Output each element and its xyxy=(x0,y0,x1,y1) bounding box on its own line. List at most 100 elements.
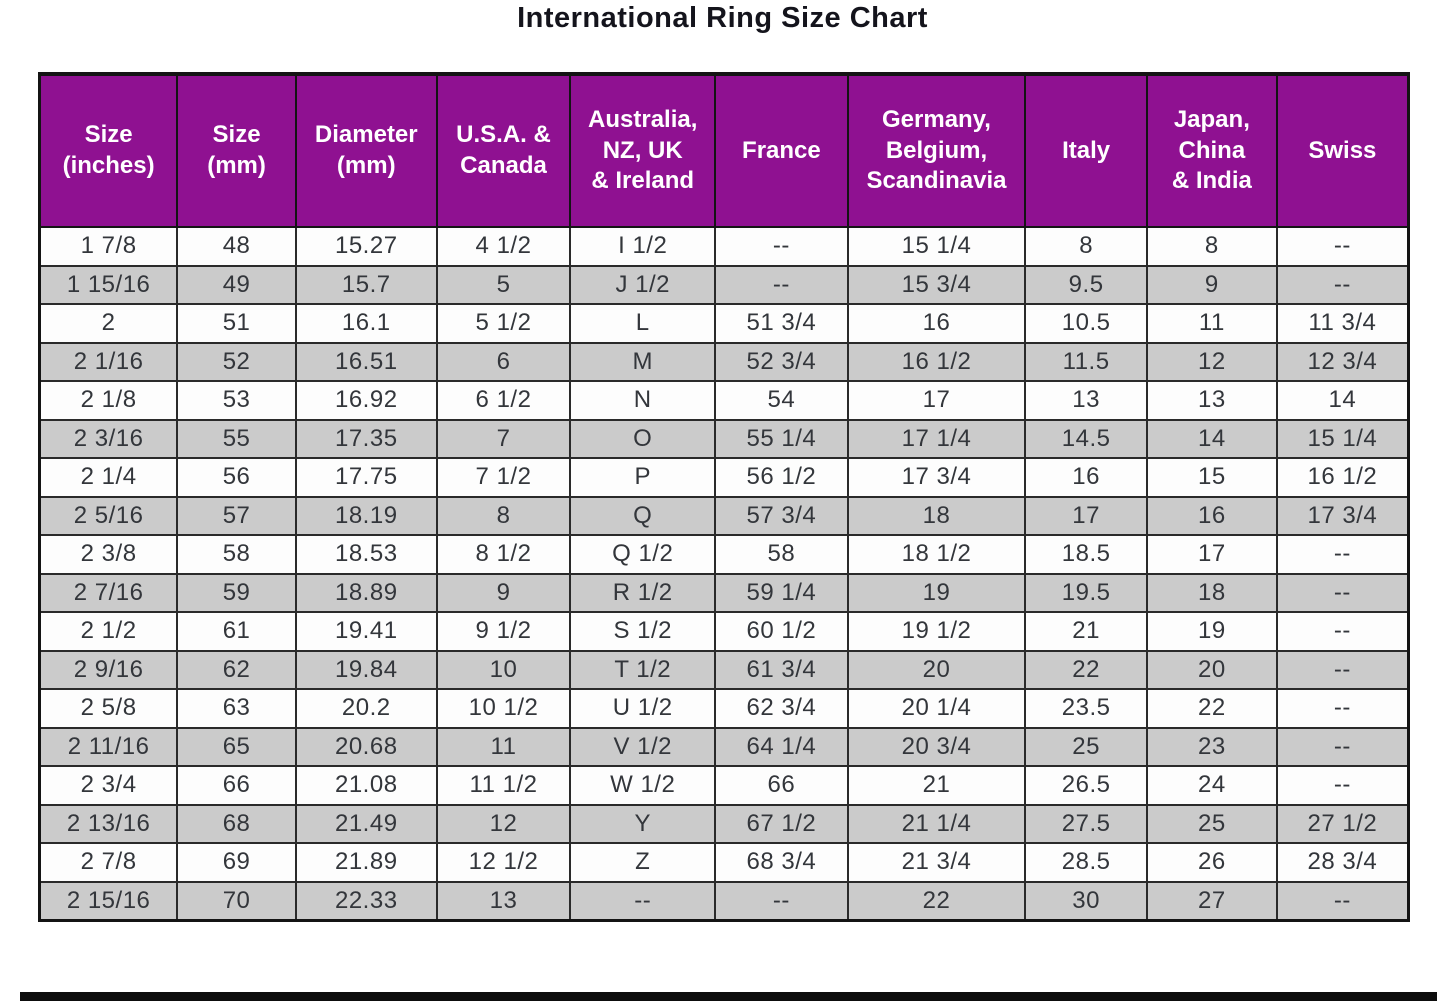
table-row: 2 13/16 68 21.49 12 Y 67 1/2 21 1/4 27.5 25 27 1/… xyxy=(38,803,1410,844)
cell-diameter-mm: 15.7 xyxy=(294,264,438,305)
cell-size-inches: 2 5/16 xyxy=(38,495,179,536)
cell-swiss: -- xyxy=(1275,534,1410,575)
cell-france: 67 1/2 xyxy=(714,803,849,844)
cell-italy: 30 xyxy=(1024,880,1148,922)
cell-aus-nz-uk: W 1/2 xyxy=(569,765,717,806)
table-row: 2 5/16 57 18.19 8 Q 57 3/4 18 17 16 17 3/4 xyxy=(38,495,1410,536)
cell-diameter-mm: 18.89 xyxy=(294,572,438,613)
column-header-aus-nz-uk: Australia, NZ, UK & Ireland xyxy=(569,72,717,228)
cell-japan: 16 xyxy=(1145,495,1278,536)
cell-diameter-mm: 17.35 xyxy=(294,418,438,459)
cell-swiss: -- xyxy=(1275,611,1410,652)
table-row: 2 3/4 66 21.08 11 1/2 W 1/2 66 21 26.5 24 -- xyxy=(38,765,1410,806)
cell-size-mm: 51 xyxy=(176,303,297,344)
cell-france: 55 1/4 xyxy=(714,418,849,459)
cell-usa-canada: 6 1/2 xyxy=(435,380,572,421)
cell-france: 68 3/4 xyxy=(714,842,849,883)
cell-aus-nz-uk: O xyxy=(569,418,717,459)
cell-france: -- xyxy=(714,264,849,305)
cell-size-mm: 62 xyxy=(176,649,297,690)
page-title: International Ring Size Chart xyxy=(517,2,928,34)
cell-italy: 13 xyxy=(1024,380,1148,421)
cell-aus-nz-uk: -- xyxy=(569,880,717,922)
cell-size-inches: 2 15/16 xyxy=(38,880,179,922)
cell-japan: 24 xyxy=(1145,765,1278,806)
cell-diameter-mm: 16.1 xyxy=(294,303,438,344)
cell-size-mm: 66 xyxy=(176,765,297,806)
cell-aus-nz-uk: U 1/2 xyxy=(569,688,717,729)
cell-germany: 18 1/2 xyxy=(846,534,1027,575)
cell-aus-nz-uk: Y xyxy=(569,803,717,844)
cell-germany: 21 3/4 xyxy=(846,842,1027,883)
cell-aus-nz-uk: V 1/2 xyxy=(569,726,717,767)
cell-japan: 26 xyxy=(1145,842,1278,883)
column-header-japan: Japan, China & India xyxy=(1145,72,1278,228)
cell-france: 56 1/2 xyxy=(714,457,849,498)
cell-usa-canada: 5 xyxy=(435,264,572,305)
cell-japan: 11 xyxy=(1145,303,1278,344)
cell-usa-canada: 4 1/2 xyxy=(435,226,572,267)
table-row: 2 5/8 63 20.2 10 1/2 U 1/2 62 3/4 20 1/4 23.5 22… xyxy=(38,688,1410,729)
cell-italy: 21 xyxy=(1024,611,1148,652)
header-row: Size (inches) Size (mm) Diameter (mm) U.S.A… xyxy=(38,72,1410,228)
cell-size-mm: 59 xyxy=(176,572,297,613)
column-header-size-mm: Size (mm) xyxy=(176,72,297,228)
cell-size-mm: 48 xyxy=(176,226,297,267)
cell-diameter-mm: 22.33 xyxy=(294,880,438,922)
cell-aus-nz-uk: L xyxy=(569,303,717,344)
ring-size-table: Size (inches) Size (mm) Diameter (mm) U.S.A… xyxy=(38,72,1410,922)
cell-france: -- xyxy=(714,880,849,922)
cell-japan: 27 xyxy=(1145,880,1278,922)
cell-japan: 15 xyxy=(1145,457,1278,498)
cell-aus-nz-uk: Q xyxy=(569,495,717,536)
table-row: 2 3/16 55 17.35 7 O 55 1/4 17 1/4 14.5 14 15 1/4 xyxy=(38,418,1410,459)
cell-usa-canada: 12 xyxy=(435,803,572,844)
cell-japan: 20 xyxy=(1145,649,1278,690)
cell-usa-canada: 7 xyxy=(435,418,572,459)
cell-size-mm: 57 xyxy=(176,495,297,536)
cell-size-mm: 49 xyxy=(176,264,297,305)
cell-diameter-mm: 21.89 xyxy=(294,842,438,883)
table-row: 2 1/8 53 16.92 6 1/2 N 54 17 13 13 14 xyxy=(38,380,1410,421)
cell-germany: 22 xyxy=(846,880,1027,922)
cell-italy: 25 xyxy=(1024,726,1148,767)
cell-aus-nz-uk: I 1/2 xyxy=(569,226,717,267)
cell-germany: 15 1/4 xyxy=(846,226,1027,267)
cell-italy: 10.5 xyxy=(1024,303,1148,344)
cell-italy: 9.5 xyxy=(1024,264,1148,305)
cell-size-mm: 61 xyxy=(176,611,297,652)
cell-italy: 27.5 xyxy=(1024,803,1148,844)
cell-germany: 20 xyxy=(846,649,1027,690)
cell-size-mm: 53 xyxy=(176,380,297,421)
cell-italy: 19.5 xyxy=(1024,572,1148,613)
cell-size-inches: 2 3/4 xyxy=(38,765,179,806)
table-row: 1 15/16 49 15.7 5 J 1/2 -- 15 3/4 9.5 9 -- xyxy=(38,264,1410,305)
cell-size-inches: 2 1/4 xyxy=(38,457,179,498)
cell-size-inches: 2 13/16 xyxy=(38,803,179,844)
cell-aus-nz-uk: P xyxy=(569,457,717,498)
table-row: 2 9/16 62 19.84 10 T 1/2 61 3/4 20 22 20 -- xyxy=(38,649,1410,690)
cell-germany: 17 1/4 xyxy=(846,418,1027,459)
cell-usa-canada: 8 1/2 xyxy=(435,534,572,575)
column-header-swiss: Swiss xyxy=(1275,72,1410,228)
column-header-germany: Germany, Belgium, Scandinavia xyxy=(846,72,1027,228)
cell-japan: 18 xyxy=(1145,572,1278,613)
cell-italy: 28.5 xyxy=(1024,842,1148,883)
cell-italy: 17 xyxy=(1024,495,1148,536)
cell-diameter-mm: 18.19 xyxy=(294,495,438,536)
cell-japan: 12 xyxy=(1145,341,1278,382)
cell-germany: 19 1/2 xyxy=(846,611,1027,652)
cell-japan: 23 xyxy=(1145,726,1278,767)
cell-diameter-mm: 21.08 xyxy=(294,765,438,806)
cell-diameter-mm: 16.92 xyxy=(294,380,438,421)
cell-diameter-mm: 19.84 xyxy=(294,649,438,690)
cell-diameter-mm: 21.49 xyxy=(294,803,438,844)
cell-size-mm: 68 xyxy=(176,803,297,844)
table-row: 2 1/4 56 17.75 7 1/2 P 56 1/2 17 3/4 16 15 16 1/2 xyxy=(38,457,1410,498)
cell-japan: 22 xyxy=(1145,688,1278,729)
cell-size-mm: 65 xyxy=(176,726,297,767)
cell-swiss: 27 1/2 xyxy=(1275,803,1410,844)
column-header-usa-canada: U.S.A. & Canada xyxy=(435,72,572,228)
cell-usa-canada: 10 1/2 xyxy=(435,688,572,729)
table-row: 2 11/16 65 20.68 11 V 1/2 64 1/4 20 3/4 25 23 -- xyxy=(38,726,1410,767)
